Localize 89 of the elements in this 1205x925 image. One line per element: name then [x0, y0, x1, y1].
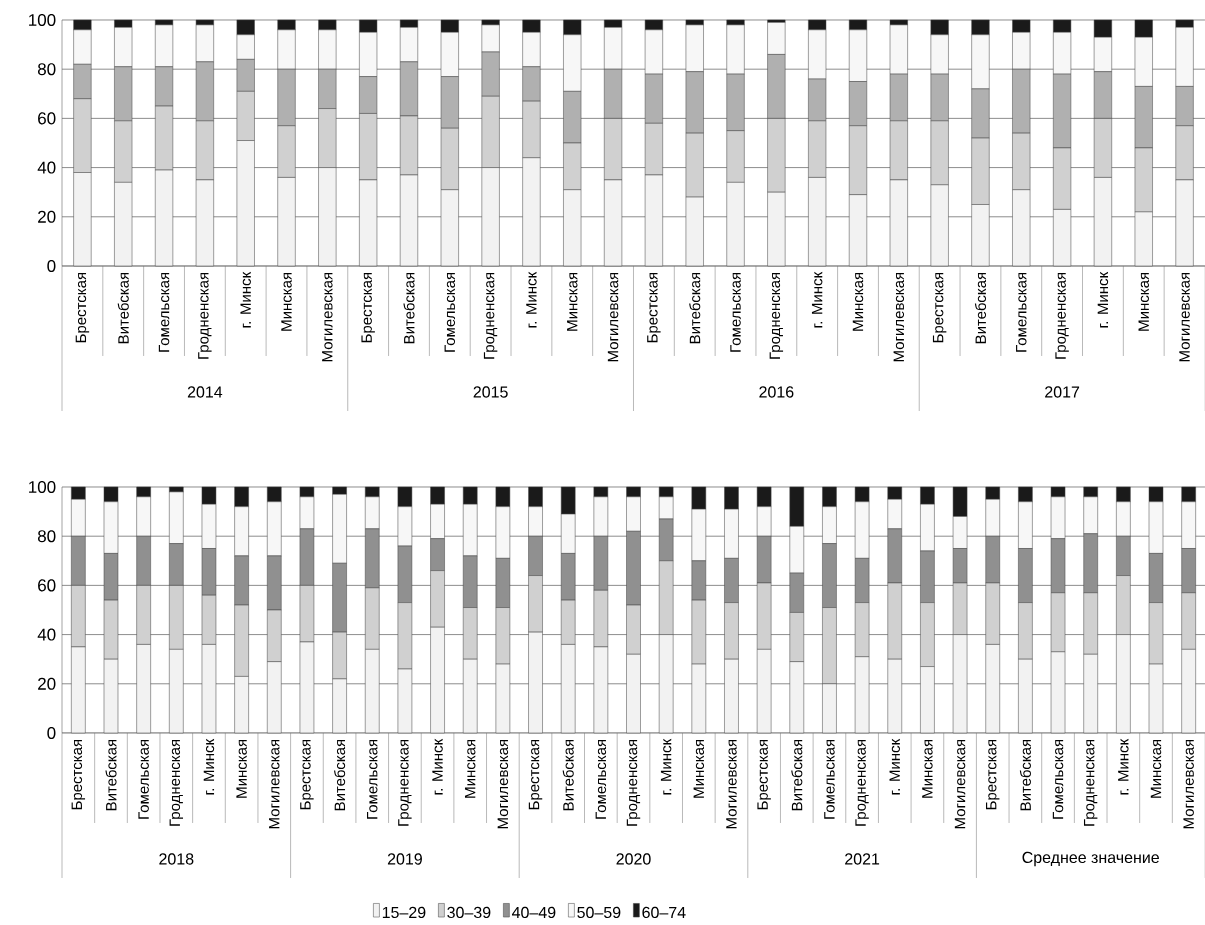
x-tick-label: Минская [852, 272, 864, 331]
x-tick-label: Витебская [562, 739, 574, 811]
y-tick-label: 60 [38, 579, 56, 592]
x-tick-label: Гродненская [769, 272, 784, 359]
x-tick-label: Гродненская [626, 739, 641, 826]
x-tick-label: Могилевская [1179, 272, 1190, 362]
x-tick-label: Витебская [689, 272, 701, 344]
text: 2016 [759, 386, 794, 398]
y-tick-label: 0 [47, 259, 56, 273]
x-tick-label: г. Минск [432, 738, 443, 795]
x-tick-label: Брестская [75, 272, 90, 343]
x-tick-label: Минская [922, 739, 933, 798]
x-tick-label: Брестская [647, 272, 661, 343]
x-tick-label: Брестская [71, 739, 86, 810]
y-tick-label: 80 [37, 530, 56, 543]
x-tick-label: Минская [567, 272, 578, 331]
x-tick-label: Витебская [791, 739, 803, 811]
x-tick-label: Гродненская [198, 272, 212, 359]
x-tick-label: Брестская [986, 739, 1000, 810]
x-tick-label: Гомельская [367, 739, 378, 819]
x-tick-label: Гомельская [1016, 272, 1027, 352]
x-tick-label: Брестская [300, 739, 314, 810]
x-tick-label: Брестская [757, 739, 771, 810]
x-tick-label: Витебская [334, 739, 346, 811]
x-tick-label: г. Минск [203, 738, 215, 795]
legend-label: 40–49 [512, 906, 556, 919]
x-tick-label: Витебская [105, 739, 117, 811]
x-tick-label: Гродненская [855, 739, 869, 826]
y-tick-label: 20 [38, 677, 56, 690]
x-tick-label: Гомельская [595, 739, 607, 819]
x-tick-label: Минская [693, 739, 705, 798]
x-tick-label: Витебская [974, 272, 987, 344]
text: Среднее значение [1022, 851, 1159, 867]
x-tick-label: Гродненская [398, 739, 412, 826]
text: 2020 [616, 853, 651, 865]
x-tick-label: Гродненская [483, 272, 498, 359]
x-tick-label: Брестская [528, 739, 543, 810]
x-tick-label: Могилевская [1183, 739, 1194, 829]
y-tick-label: 0 [47, 726, 56, 740]
x-tick-label: Витебская [403, 272, 415, 344]
x-tick-label: Гродненская [1083, 739, 1098, 826]
x-tick-label: Брестская [932, 272, 947, 343]
x-tick-label: Гродненская [169, 739, 184, 826]
text: 2015 [473, 386, 508, 398]
x-tick-label: г. Минск [1118, 738, 1129, 795]
x-tick-label: Гродненская [1055, 272, 1069, 359]
x-tick-label: Могилевская [893, 272, 905, 362]
x-tick-label: Минская [236, 739, 247, 798]
x-tick-label: Минская [1150, 739, 1162, 798]
x-tick-label: Минская [281, 272, 292, 331]
x-tick-label: Витебская [1019, 739, 1031, 811]
x-tick-label: Могилевская [497, 739, 509, 829]
y-tick-label: 80 [37, 63, 56, 76]
x-tick-label: Гомельская [444, 272, 456, 352]
x-tick-label: Могилевская [322, 272, 333, 362]
y-tick-label: 40 [37, 161, 56, 174]
x-tick-label: Витебская [117, 272, 129, 344]
y-tick-label: 20 [38, 210, 56, 223]
x-tick-label: г. Минск [889, 738, 900, 795]
text: 2017 [1045, 386, 1080, 398]
x-tick-label: г. Минск [811, 271, 823, 328]
x-tick-label: Гомельская [138, 739, 149, 819]
text: 2018 [159, 853, 194, 865]
y-tick-label: 40 [37, 628, 56, 641]
legend-label: 15–29 [382, 906, 426, 919]
x-tick-label: г. Минск [1097, 271, 1109, 328]
x-tick-label: Минская [1138, 272, 1149, 331]
x-tick-label: Гомельская [824, 739, 835, 819]
x-tick-label: г. Минск [240, 271, 251, 328]
x-tick-label: Могилевская [269, 739, 280, 829]
y-tick-label: 60 [38, 112, 56, 125]
text: 2019 [387, 853, 422, 865]
text: 2021 [845, 853, 880, 865]
legend-label: 30–39 [447, 906, 491, 919]
x-tick-label: Гомельская [158, 272, 170, 352]
x-tick-label: Брестская [361, 272, 375, 343]
x-tick-label: Могилевская [726, 739, 737, 829]
x-tick-label: Гомельская [1052, 739, 1064, 819]
x-tick-label: г. Минск [526, 271, 537, 328]
y-tick-label: 100 [29, 13, 56, 27]
y-tick-label: 100 [29, 480, 56, 494]
legend-label: 50–59 [577, 906, 621, 919]
legend-label: 60–74 [642, 906, 686, 919]
x-tick-label: Гомельская [730, 272, 741, 352]
x-tick-label: г. Минск [660, 738, 672, 795]
text: 2014 [187, 386, 223, 398]
x-tick-label: Минская [464, 739, 476, 798]
x-tick-label: Могилевская [607, 272, 619, 362]
x-tick-label: Могилевская [954, 739, 966, 829]
